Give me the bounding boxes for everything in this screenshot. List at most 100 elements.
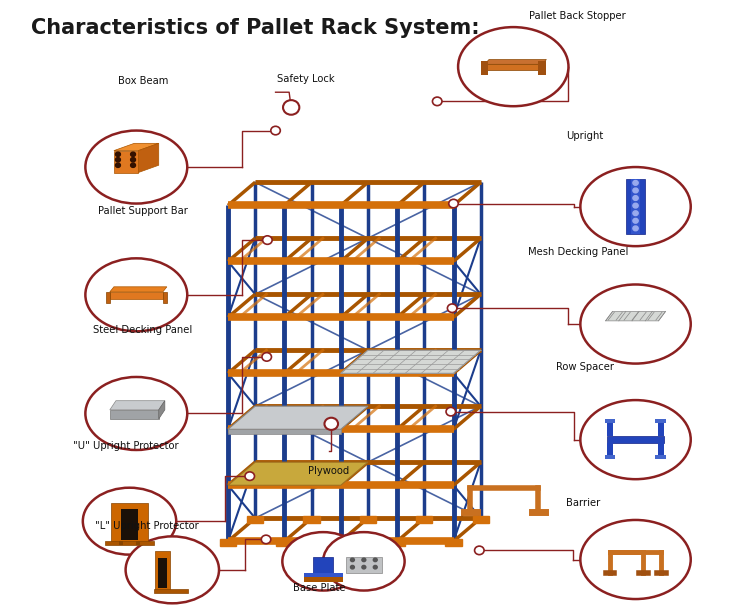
Polygon shape (110, 410, 158, 419)
Circle shape (116, 152, 120, 157)
Bar (607, 437, 664, 443)
Ellipse shape (125, 537, 219, 604)
Polygon shape (341, 350, 480, 373)
Text: Steel Decking Panel: Steel Decking Panel (93, 325, 193, 335)
Polygon shape (163, 292, 167, 303)
Polygon shape (606, 311, 666, 321)
Circle shape (374, 558, 377, 562)
Ellipse shape (282, 532, 364, 591)
Bar (121, 510, 137, 540)
Bar (604, 456, 616, 459)
Bar (247, 516, 264, 523)
Circle shape (324, 418, 338, 430)
Bar (303, 573, 343, 577)
Polygon shape (110, 401, 165, 410)
Circle shape (449, 200, 458, 208)
Polygon shape (110, 287, 167, 292)
Polygon shape (138, 143, 158, 173)
Text: Pallet Support Bar: Pallet Support Bar (98, 206, 188, 216)
Bar (155, 551, 170, 592)
Circle shape (446, 408, 456, 416)
Bar (360, 516, 376, 523)
Bar (631, 179, 640, 235)
Circle shape (633, 226, 638, 231)
Text: Upright: Upright (566, 131, 604, 141)
Bar (119, 540, 123, 545)
Text: Barrier: Barrier (566, 498, 601, 508)
Bar (136, 540, 140, 545)
Circle shape (262, 352, 271, 361)
Text: Base Plate: Base Plate (294, 583, 346, 593)
Bar (313, 557, 333, 580)
Bar (607, 443, 613, 457)
Circle shape (447, 304, 457, 313)
Bar (155, 589, 188, 593)
Circle shape (350, 558, 354, 562)
Text: Safety Lock: Safety Lock (277, 74, 335, 84)
Ellipse shape (323, 532, 405, 591)
Circle shape (271, 126, 280, 135)
Text: Pallet Back Stopper: Pallet Back Stopper (530, 11, 626, 21)
Circle shape (116, 163, 120, 168)
Polygon shape (114, 143, 158, 150)
Polygon shape (228, 429, 341, 433)
Ellipse shape (580, 400, 691, 479)
Polygon shape (228, 406, 368, 429)
Circle shape (633, 219, 638, 223)
Circle shape (350, 565, 354, 569)
Bar (481, 61, 488, 76)
Bar (416, 516, 433, 523)
Circle shape (131, 163, 135, 168)
Text: "L" Upright Protector: "L" Upright Protector (95, 521, 199, 531)
Ellipse shape (458, 27, 568, 106)
Ellipse shape (83, 488, 176, 554)
Circle shape (633, 188, 638, 193)
Circle shape (633, 181, 638, 185)
Bar (657, 443, 664, 457)
Circle shape (633, 196, 638, 200)
Bar (332, 539, 349, 546)
Polygon shape (110, 292, 163, 299)
Bar (626, 179, 645, 235)
Bar (657, 422, 664, 437)
Bar (158, 558, 167, 588)
Polygon shape (228, 462, 368, 485)
Bar (346, 557, 382, 573)
Circle shape (362, 565, 366, 569)
Text: Mesh Decking Panel: Mesh Decking Panel (527, 247, 628, 257)
Ellipse shape (85, 377, 187, 450)
Text: Plywood: Plywood (308, 467, 349, 476)
Circle shape (633, 203, 638, 208)
Circle shape (131, 152, 135, 157)
Polygon shape (485, 60, 546, 64)
Text: Row Spacer: Row Spacer (556, 362, 613, 372)
Circle shape (633, 211, 638, 216)
Circle shape (474, 546, 484, 554)
Bar (445, 539, 462, 546)
Bar (276, 539, 293, 546)
Circle shape (283, 100, 300, 115)
Bar (303, 516, 320, 523)
Ellipse shape (85, 131, 187, 204)
Circle shape (261, 535, 271, 543)
Bar (539, 61, 545, 76)
Polygon shape (114, 150, 138, 173)
Bar (220, 539, 236, 546)
Polygon shape (158, 401, 165, 419)
Bar (655, 419, 666, 423)
Polygon shape (485, 64, 542, 70)
Bar (473, 516, 489, 523)
Bar (655, 456, 666, 459)
Circle shape (263, 236, 272, 244)
Circle shape (131, 158, 135, 162)
Circle shape (362, 558, 366, 562)
Ellipse shape (580, 284, 691, 363)
Text: Box Beam: Box Beam (118, 76, 168, 85)
Ellipse shape (580, 520, 691, 599)
Circle shape (245, 472, 255, 480)
Bar (389, 539, 406, 546)
Text: "U" Upright Protector: "U" Upright Protector (73, 441, 179, 451)
Ellipse shape (580, 167, 691, 246)
Circle shape (374, 565, 377, 569)
Ellipse shape (85, 258, 187, 332)
